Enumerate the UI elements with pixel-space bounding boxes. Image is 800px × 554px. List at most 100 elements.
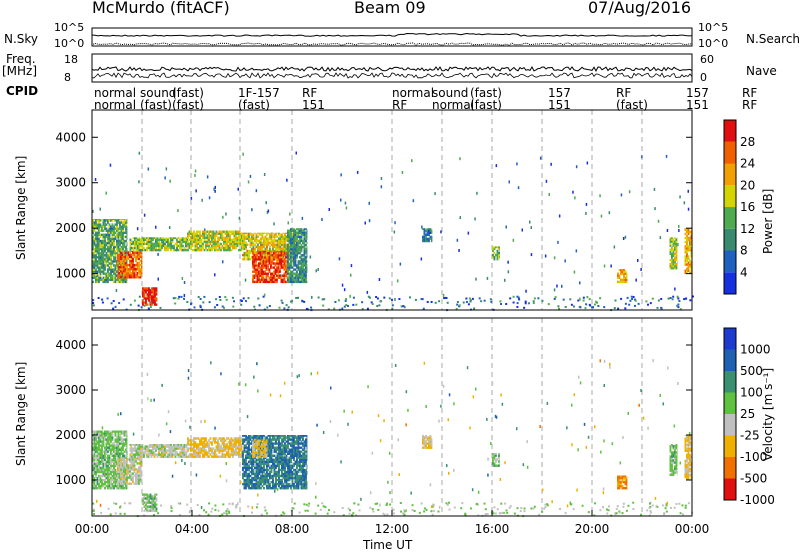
echo-cell: [162, 444, 165, 446]
echo-cell: [138, 449, 141, 452]
echo-cell: [117, 221, 120, 224]
echo-cell: [253, 258, 256, 261]
echo-cell: [258, 264, 260, 267]
echo-cell: [116, 474, 118, 478]
echo-cell: [123, 253, 125, 256]
scatter-point: [490, 442, 492, 445]
echo-cell: [121, 462, 124, 465]
echo-cell: [155, 509, 158, 512]
echo-cell: [131, 246, 133, 250]
power-echo-region: [492, 246, 500, 261]
echo-cell: [276, 266, 278, 269]
echo-cell: [257, 235, 259, 238]
echo-cell: [151, 289, 153, 292]
echo-cell: [111, 268, 114, 271]
echo-cell: [241, 244, 243, 248]
scatter-point: [376, 297, 379, 300]
scatter-point: [673, 424, 676, 428]
echo-cell: [122, 446, 124, 449]
echo-cell: [194, 453, 197, 456]
echo-cell: [101, 260, 103, 263]
echo-cell: [236, 240, 239, 244]
echo-cell: [126, 276, 128, 279]
scatter-point: [113, 502, 116, 505]
echo-cell: [194, 246, 197, 250]
echo-cell: [277, 252, 280, 255]
scatter-point: [570, 503, 573, 506]
echo-cell: [147, 240, 150, 244]
scatter-point: [371, 451, 374, 455]
echo-cell: [141, 447, 144, 450]
echo-cell: [93, 258, 96, 261]
echo-cell: [129, 244, 132, 248]
scatter-point: [687, 189, 689, 193]
echo-cell: [126, 436, 128, 439]
echo-cell: [126, 472, 128, 475]
echo-cell: [111, 219, 114, 220]
echo-cell: [196, 236, 198, 239]
echo-cell: [141, 474, 143, 477]
echo-cell: [102, 474, 105, 478]
echo-cell: [93, 262, 96, 265]
echo-cell: [155, 447, 157, 450]
noise-tick-label: 10^5: [698, 21, 728, 34]
echo-cell: [105, 440, 108, 443]
echo-cell: [249, 239, 252, 242]
echo-cell: [245, 245, 247, 249]
echo-cell: [245, 247, 247, 251]
echo-cell: [113, 241, 115, 245]
echo-cell: [170, 244, 172, 248]
echo-cell: [124, 263, 127, 267]
echo-cell: [287, 264, 289, 267]
scatter-point: [635, 278, 637, 282]
echo-cell: [117, 255, 119, 259]
scatter-point: [368, 201, 370, 205]
echo-cell: [276, 258, 279, 261]
echo-cell: [208, 240, 210, 244]
echo-cell: [276, 232, 279, 234]
echo-cell: [233, 232, 236, 235]
scatter-point: [447, 418, 449, 422]
echo-cell: [126, 248, 128, 251]
echo-cell: [275, 245, 277, 249]
echo-cell: [108, 456, 111, 459]
echo-cell: [242, 243, 244, 246]
echo-cell: [268, 256, 271, 259]
echo-cell: [285, 280, 287, 284]
echo-cell: [496, 258, 499, 261]
echo-cell: [277, 254, 280, 257]
echo-cell: [107, 219, 109, 222]
echo-cell: [285, 252, 287, 255]
echo-cell: [194, 443, 197, 446]
scatter-point: [323, 298, 326, 301]
cpid-row2-label: 151: [302, 98, 325, 112]
echo-cell: [120, 233, 123, 236]
echo-cell: [136, 480, 139, 483]
echo-cell: [125, 434, 127, 437]
echo-cell: [180, 444, 183, 446]
scatter-point: [186, 301, 189, 303]
echo-cell: [296, 254, 298, 257]
echo-cell: [132, 444, 135, 446]
echo-cell: [197, 445, 200, 448]
echo-cell: [294, 245, 297, 249]
echo-cell: [297, 248, 300, 251]
echo-cell: [233, 234, 236, 237]
echo-cell: [130, 482, 133, 485]
echo-cell: [148, 291, 150, 294]
scatter-point: [195, 473, 198, 477]
echo-cell: [129, 242, 132, 246]
echo-cell: [113, 229, 115, 232]
scatter-point: [440, 230, 442, 234]
echo-cell: [252, 253, 255, 257]
echo-cell: [197, 230, 200, 233]
echo-cell: [306, 248, 308, 251]
echo-cell: [233, 449, 236, 452]
scatter-point: [391, 298, 393, 301]
echo-cell: [93, 432, 96, 435]
cpid-row1-label: normal: [392, 86, 434, 100]
echo-cell: [144, 449, 147, 452]
scatter-point: [500, 393, 502, 397]
scatter-point: [401, 171, 404, 174]
echo-cell: [96, 278, 99, 281]
